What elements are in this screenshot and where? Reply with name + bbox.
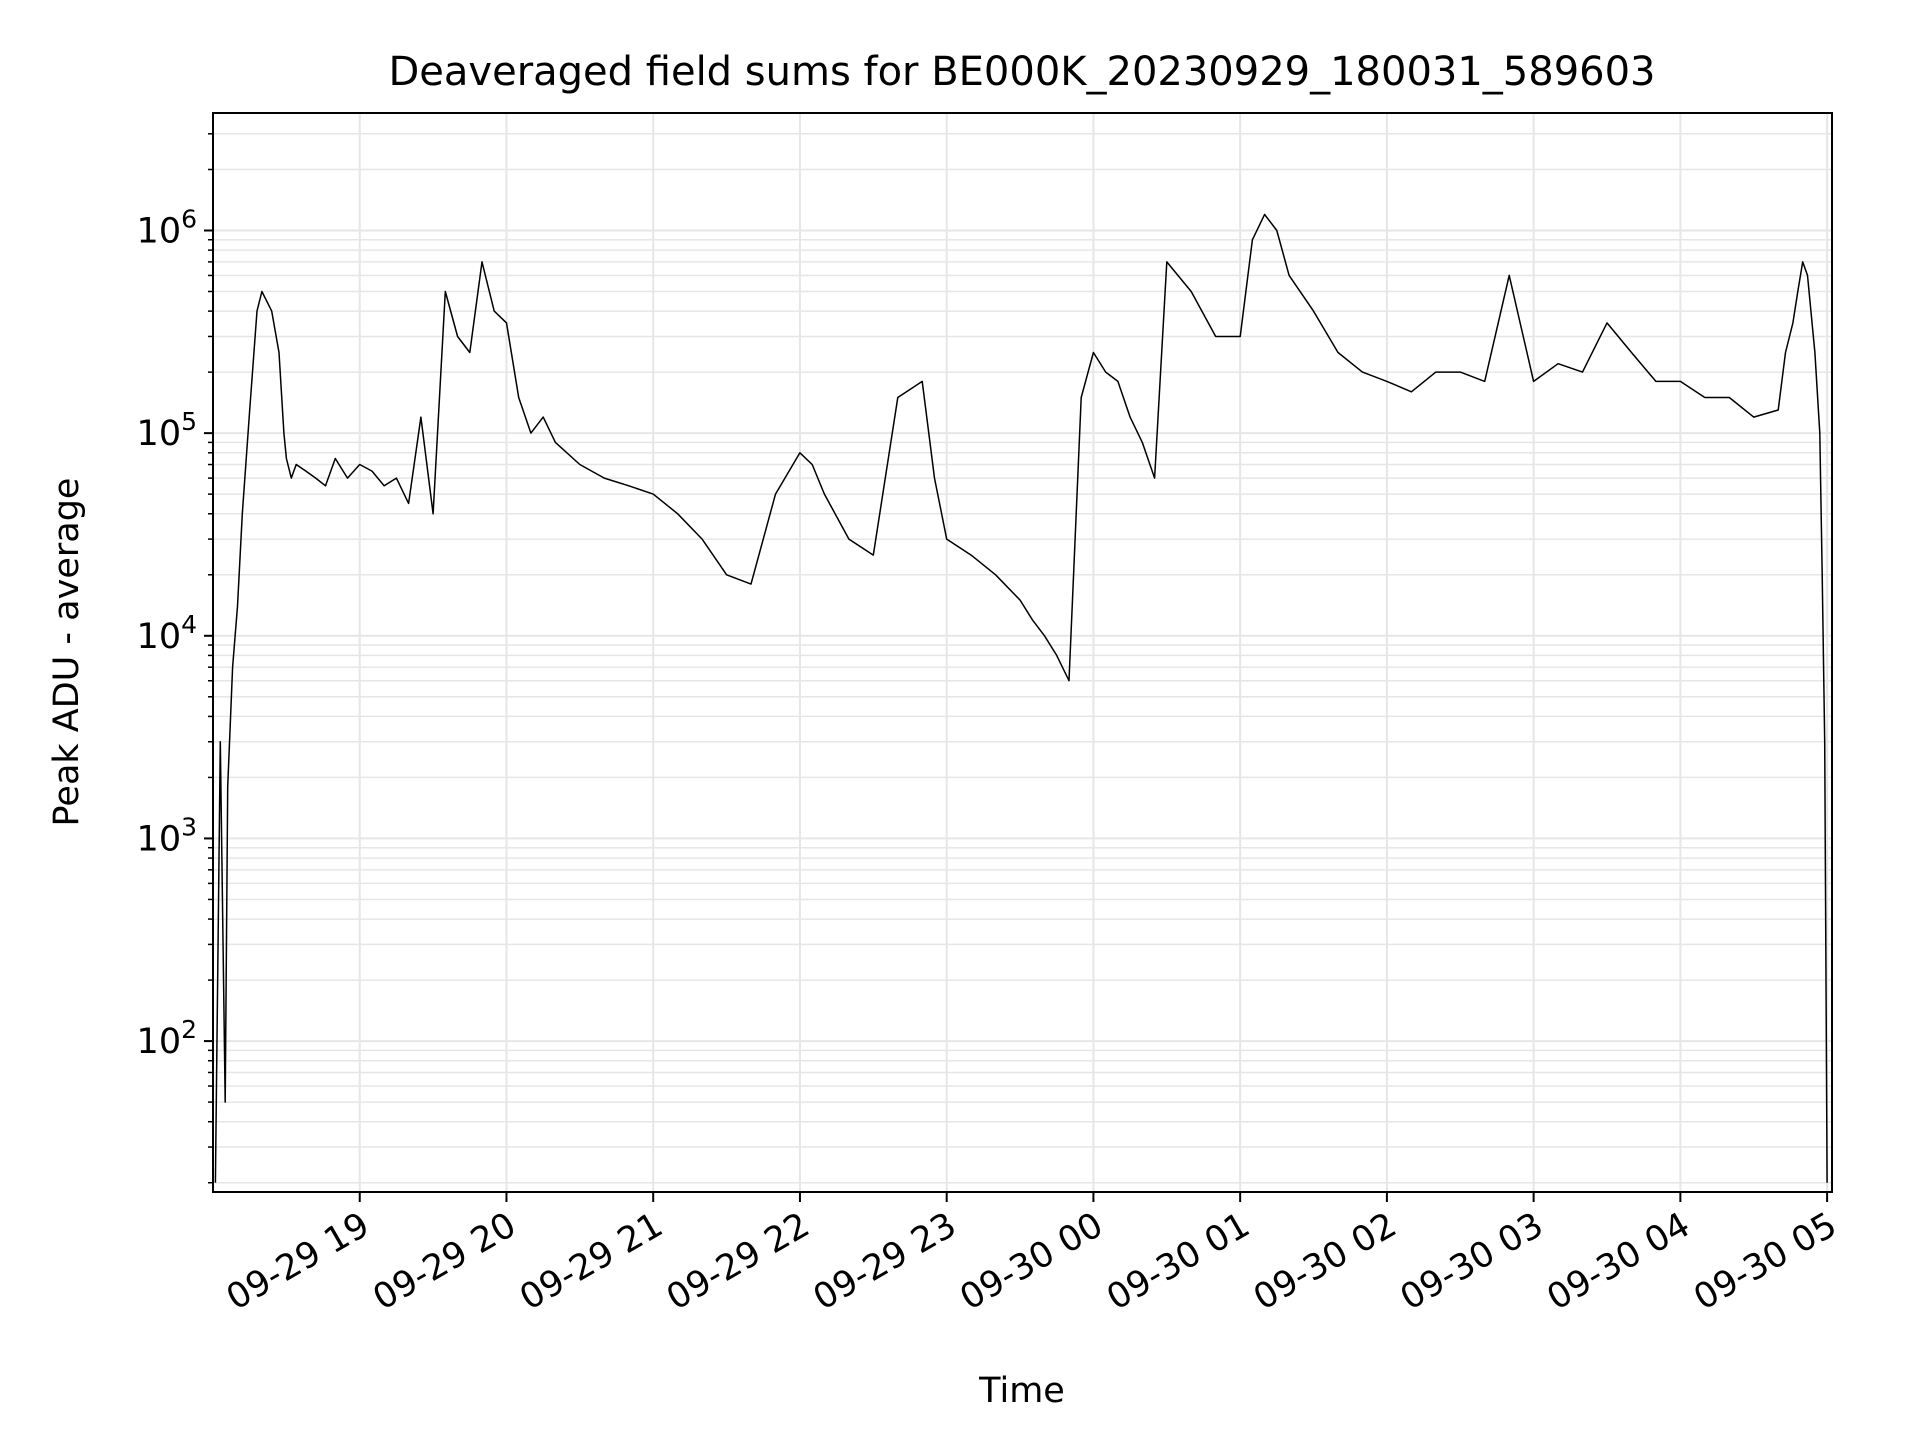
- series-layer: [214, 213, 1828, 1183]
- x-axis-label: Time: [978, 1371, 1065, 1411]
- y-axis-label: Peak ADU - average: [47, 478, 87, 827]
- chart-title: Deaveraged field sums for BE000K_2023092…: [389, 49, 1656, 95]
- y-tick-label: 106: [137, 204, 197, 251]
- series-line-0: [214, 213, 1828, 1183]
- y-tick-label: 102: [137, 1015, 197, 1062]
- y-tick-label: 105: [137, 407, 197, 454]
- plot-frame: [212, 112, 1833, 1193]
- y-tick-label: 103: [137, 812, 197, 859]
- y-tick-label: 104: [137, 610, 197, 657]
- grid-lines: [213, 113, 1832, 1192]
- y-axis-ticks: 102 103 104 105 106: [137, 133, 213, 1184]
